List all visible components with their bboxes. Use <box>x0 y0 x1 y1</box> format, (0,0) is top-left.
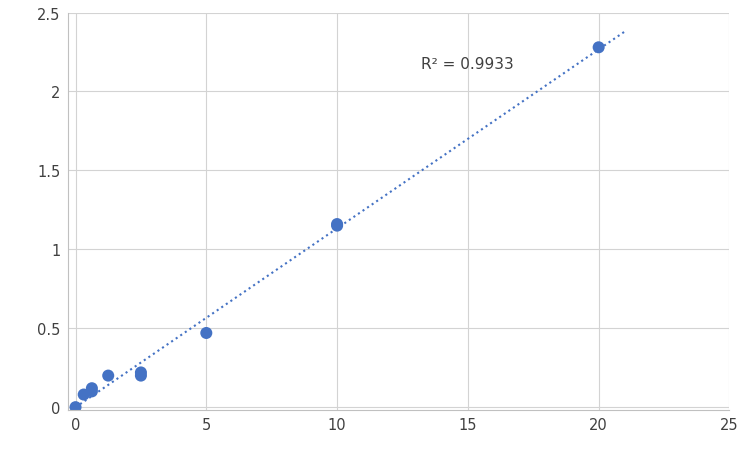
Point <box>593 45 605 52</box>
Point <box>135 372 147 379</box>
Point <box>331 221 343 228</box>
Point <box>200 330 212 337</box>
Point <box>86 388 98 395</box>
Text: R² = 0.9933: R² = 0.9933 <box>421 57 514 72</box>
Point <box>86 385 98 392</box>
Point <box>135 369 147 376</box>
Point <box>77 391 89 398</box>
Point <box>69 404 81 411</box>
Point <box>102 372 114 379</box>
Point <box>331 222 343 230</box>
